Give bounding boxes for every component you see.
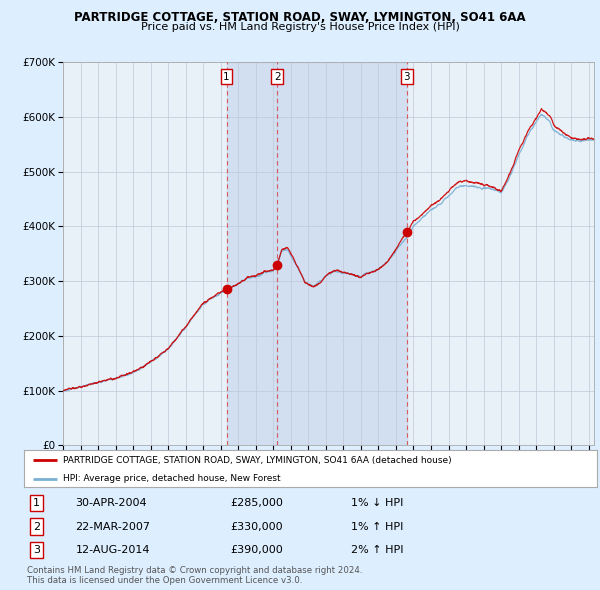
Text: 3: 3 xyxy=(403,71,410,81)
Text: 2: 2 xyxy=(33,522,40,532)
Text: 3: 3 xyxy=(33,545,40,555)
Text: £390,000: £390,000 xyxy=(230,545,283,555)
Text: 1: 1 xyxy=(33,498,40,508)
Text: 1% ↓ HPI: 1% ↓ HPI xyxy=(350,498,403,508)
Text: PARTRIDGE COTTAGE, STATION ROAD, SWAY, LYMINGTON, SO41 6AA: PARTRIDGE COTTAGE, STATION ROAD, SWAY, L… xyxy=(74,11,526,24)
Text: 30-APR-2004: 30-APR-2004 xyxy=(76,498,147,508)
Text: 22-MAR-2007: 22-MAR-2007 xyxy=(76,522,151,532)
Text: Price paid vs. HM Land Registry's House Price Index (HPI): Price paid vs. HM Land Registry's House … xyxy=(140,22,460,32)
Bar xyxy=(227,62,277,445)
Text: 12-AUG-2014: 12-AUG-2014 xyxy=(76,545,150,555)
Text: £330,000: £330,000 xyxy=(230,522,283,532)
Text: HPI: Average price, detached house, New Forest: HPI: Average price, detached house, New … xyxy=(63,474,281,483)
Text: 1: 1 xyxy=(223,71,230,81)
Text: Contains HM Land Registry data © Crown copyright and database right 2024.: Contains HM Land Registry data © Crown c… xyxy=(27,566,362,575)
Bar xyxy=(277,62,407,445)
Text: 1% ↑ HPI: 1% ↑ HPI xyxy=(350,522,403,532)
Text: 2: 2 xyxy=(274,71,280,81)
Text: £285,000: £285,000 xyxy=(230,498,283,508)
Text: 2% ↑ HPI: 2% ↑ HPI xyxy=(350,545,403,555)
Text: This data is licensed under the Open Government Licence v3.0.: This data is licensed under the Open Gov… xyxy=(27,576,302,585)
Text: PARTRIDGE COTTAGE, STATION ROAD, SWAY, LYMINGTON, SO41 6AA (detached house): PARTRIDGE COTTAGE, STATION ROAD, SWAY, L… xyxy=(63,456,452,465)
